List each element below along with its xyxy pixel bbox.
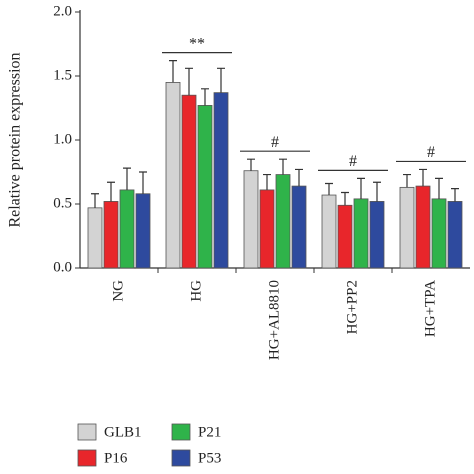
error-bar [341,191,349,206]
error-bar [139,171,147,194]
bar [119,189,135,269]
error-bar [247,158,255,171]
bar [259,189,275,269]
bar [399,186,415,269]
bar [135,193,151,269]
error-bar [123,167,131,190]
bar [103,201,119,269]
legend-swatch [171,449,191,467]
bar [181,94,197,269]
legend-label: GLB1 [104,424,142,440]
bar [431,198,447,269]
error-bar [91,193,99,208]
y-tick-label: 0.0 [53,259,72,275]
error-bar [107,181,115,202]
legend-label: P53 [198,450,221,466]
error-bar [295,168,303,187]
bar [87,207,103,269]
bar [353,198,369,269]
error-bar [217,67,225,93]
error-bar [403,173,411,188]
legend-swatch [77,449,97,467]
error-bar [279,158,287,175]
significance-label: # [349,153,357,170]
bar [447,201,463,269]
bar [197,105,213,269]
x-tick-label: HG [188,280,204,302]
error-bar [357,177,365,199]
error-bar [263,173,271,190]
error-bar [373,181,381,202]
significance-label: # [427,144,435,161]
error-bar [419,168,427,187]
bar [165,82,181,269]
y-tick-label: 0.5 [53,195,72,211]
bar [415,185,431,269]
y-axis-label: Relative protein expression [7,52,24,227]
error-bar [325,182,333,196]
bar [369,201,385,269]
y-tick-label: 2.0 [53,3,72,19]
bar [291,185,307,269]
significance-label: # [271,134,279,151]
legend-label: P16 [104,450,128,466]
bar [337,204,353,269]
legend-label: P21 [198,424,221,440]
error-bar [435,177,443,199]
x-tick-label: HG+AL8810 [266,280,282,360]
x-tick-label: HG+TPA [422,280,438,337]
bar [243,170,259,269]
bar [321,194,337,269]
x-tick-label: NG [110,280,126,302]
error-bar [169,60,177,83]
y-tick-label: 1.0 [53,131,72,147]
bar [213,92,229,269]
error-bar [451,188,459,202]
x-tick-label: HG+PP2 [344,280,360,334]
significance-label: ** [189,35,205,52]
legend-swatch [171,423,191,441]
legend-swatch [77,423,97,441]
y-tick-label: 1.5 [53,67,72,83]
error-bar [185,67,193,96]
bar [275,174,291,269]
error-bar [201,88,209,106]
